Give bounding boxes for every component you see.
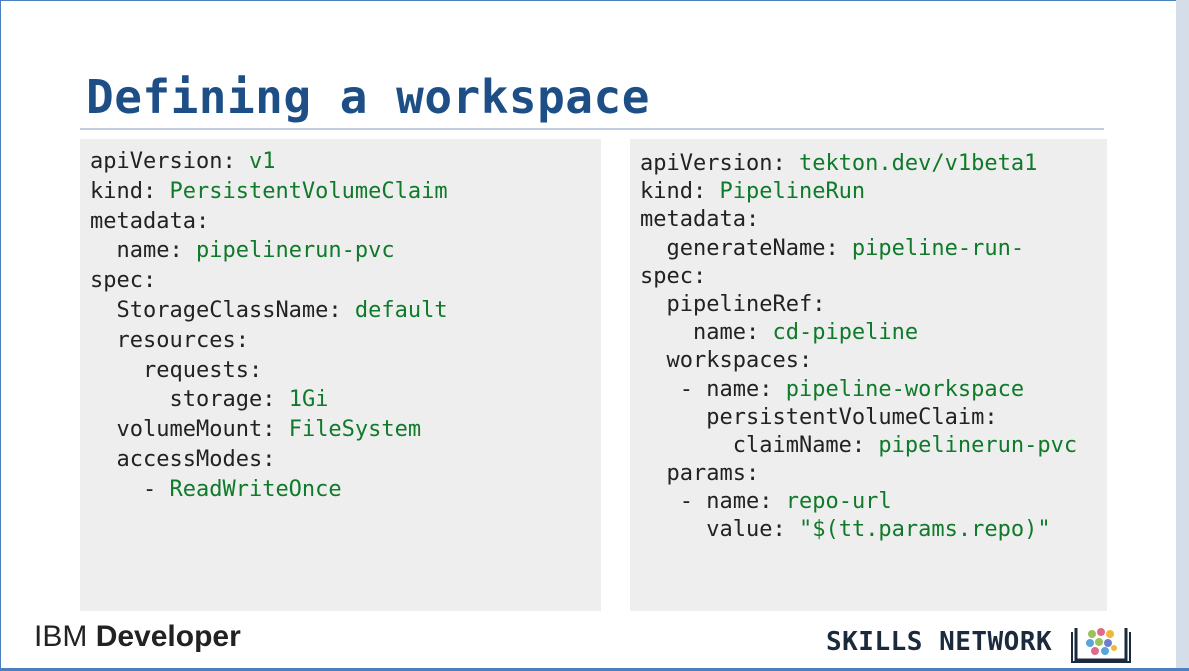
ibm-developer-logo: IBM Developer (34, 620, 241, 654)
pvc-code-line: spec: (90, 266, 601, 296)
code-value: cd-pipeline (759, 320, 919, 346)
pipelinerun-code-line: spec: (640, 262, 1107, 290)
pvc-code-line: volumeMount: FileSystem (90, 415, 601, 445)
pipelinerun-code-line: - name: repo-url (640, 487, 1107, 515)
slide-title: Defining a workspace (86, 70, 650, 124)
pvc-code-line: apiVersion: v1 (90, 147, 601, 177)
code-indent (640, 461, 667, 486)
code-key: - (142, 476, 157, 502)
code-value: PersistentVolumeClaim (156, 178, 448, 204)
code-indent (640, 517, 706, 542)
code-key: spec: (640, 263, 707, 289)
pipelinerun-code-panel: apiVersion: tekton.dev/v1beta1 kind: Pipe… (630, 139, 1107, 611)
code-key: spec: (90, 268, 157, 294)
pvc-code-line: storage: 1Gi (90, 385, 601, 415)
code-indent (90, 328, 117, 353)
ibm-brand-text: IBM (34, 620, 88, 653)
code-indent (90, 417, 117, 442)
code-value: 1Gi (275, 387, 329, 413)
code-value: FileSystem (275, 417, 422, 443)
code-value: "$(tt.params.repo)" (785, 517, 1051, 543)
code-key: storage: (169, 387, 276, 413)
pvc-code-panel: apiVersion: v1 kind: PersistentVolumeClai… (80, 139, 601, 611)
code-key: apiVersion: (90, 149, 236, 174)
code-key: requests: (142, 357, 263, 383)
code-value: pipelinerun-pvc (182, 238, 395, 264)
code-value: PipelineRun (706, 179, 866, 205)
code-indent (90, 238, 117, 263)
skills-network-logo: SKILLS NETWORK (826, 620, 1132, 664)
book-icon (1070, 620, 1132, 664)
code-key: claimName: (732, 432, 866, 458)
code-value: pipeline-run- (838, 235, 1025, 261)
pipelinerun-code-line: claimName: pipelinerun-pvc (640, 431, 1107, 459)
code-indent (90, 298, 117, 323)
code-key: workspaces: (666, 348, 813, 374)
pipelinerun-code-line: - name: pipeline-workspace (640, 375, 1107, 403)
developer-text: Developer (95, 620, 241, 653)
pipelinerun-code-line: kind: PipelineRun (640, 177, 1107, 205)
frame-border-left (0, 0, 1, 671)
code-indent (640, 348, 667, 373)
pipelinerun-code-line: metadata: (640, 205, 1107, 233)
code-key: StorageClassName: (116, 297, 342, 323)
code-key: resources: (116, 327, 249, 353)
right-gutter (1176, 0, 1189, 668)
code-indent (90, 387, 169, 412)
pvc-code-line: resources: (90, 326, 601, 356)
pipelinerun-code-line: params: (640, 459, 1107, 487)
code-key: value: (706, 517, 786, 543)
code-indent (640, 292, 667, 317)
code-indent (640, 489, 680, 514)
code-indent (640, 236, 667, 261)
frame-border-bottom (0, 668, 1189, 671)
code-value: pipeline-workspace (772, 376, 1025, 402)
code-indent (640, 433, 733, 458)
pvc-code-line: metadata: (90, 207, 601, 237)
code-indent (640, 320, 693, 345)
pvc-code-line: requests: (90, 356, 601, 386)
pipelinerun-code-line: persistentVolumeClaim: (640, 403, 1107, 431)
pipelinerun-code-line: pipelineRef: (640, 290, 1107, 318)
code-key: kind: (90, 178, 157, 204)
frame-border-top (0, 0, 1189, 1)
pipelinerun-code-line: value: "$(tt.params.repo)" (640, 515, 1107, 543)
code-indent (90, 447, 117, 472)
code-key: pipelineRef: (666, 291, 826, 317)
code-key: accessModes: (116, 446, 276, 472)
pipelinerun-code-line: name: cd-pipeline (640, 318, 1107, 346)
pvc-code-line: accessModes: (90, 445, 601, 475)
code-value: repo-url (772, 489, 892, 515)
pipelinerun-code-line: workspaces: (640, 346, 1107, 374)
pvc-code-line: kind: PersistentVolumeClaim (90, 177, 601, 207)
code-indent (90, 358, 143, 383)
code-value: pipelinerun-pvc (865, 432, 1078, 458)
code-key: params: (666, 461, 760, 487)
pvc-code-line: name: pipelinerun-pvc (90, 236, 601, 266)
code-indent (90, 477, 143, 502)
pvc-code-line: - ReadWriteOnce (90, 475, 601, 505)
code-value: tekton.dev/v1beta1 (785, 151, 1038, 176)
code-indent (640, 405, 706, 430)
code-key: name: (116, 238, 183, 264)
title-divider (80, 128, 1104, 130)
code-indent (640, 377, 680, 402)
pipelinerun-code-line: generateName: pipeline-run- (640, 234, 1107, 262)
code-key: persistentVolumeClaim: (706, 404, 998, 430)
pipelinerun-code-line: apiVersion: tekton.dev/v1beta1 (640, 149, 1107, 177)
code-value: ReadWriteOnce (156, 476, 342, 502)
code-key: metadata: (90, 208, 210, 234)
code-key: name: (692, 320, 760, 346)
code-key: metadata: (640, 207, 760, 233)
code-key: apiVersion: (640, 151, 786, 176)
code-value: v1 (235, 149, 276, 174)
code-key: generateName: (666, 235, 839, 261)
skills-network-text: SKILLS NETWORK (826, 627, 1053, 657)
code-value: default (341, 297, 448, 323)
code-key: - name: (679, 489, 773, 515)
code-key: - name: (679, 376, 773, 402)
pvc-code-line: StorageClassName: default (90, 296, 601, 326)
code-key: kind: (640, 179, 707, 205)
code-key: volumeMount: (116, 417, 276, 443)
